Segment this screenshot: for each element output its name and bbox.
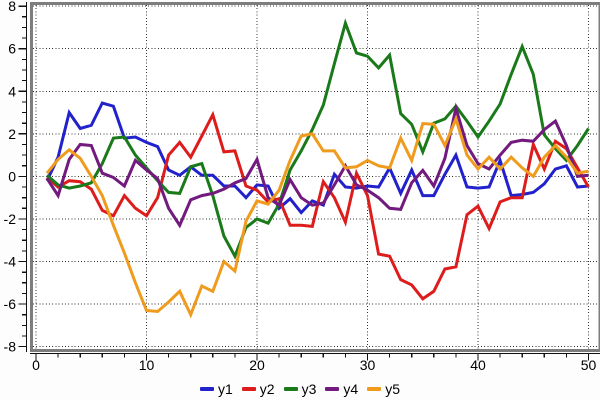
y-tick-label--4: -4 <box>4 254 17 270</box>
series-line-y3 <box>46 18 590 260</box>
y-tick-label-6: 6 <box>8 41 16 57</box>
y-tick-label-2: 2 <box>8 126 16 142</box>
x-tick-label-30: 30 <box>360 357 376 373</box>
y-tick-label-4: 4 <box>8 83 16 99</box>
legend-item-y4: y4 <box>325 381 358 397</box>
y-tick-label-0: 0 <box>8 168 16 184</box>
y-tick-label-8: 8 <box>8 0 16 14</box>
x-tick-label-20: 20 <box>249 357 265 373</box>
y-tick-label--2: -2 <box>4 211 17 227</box>
legend-swatch-y1 <box>200 387 215 391</box>
legend: y1 y2 y3 y4 y5 <box>200 381 400 397</box>
legend-swatch-y4 <box>325 387 340 391</box>
series-line-y5 <box>45 114 589 319</box>
legend-swatch-y2 <box>241 387 256 391</box>
legend-swatch-y3 <box>283 387 298 391</box>
legend-label-y1: y1 <box>218 381 233 397</box>
legend-item-y1: y1 <box>200 381 233 397</box>
x-tick-label-0: 0 <box>32 357 40 373</box>
y-tick-label--6: -6 <box>4 296 17 312</box>
legend-item-y2: y2 <box>241 381 275 397</box>
x-tick-label-10: 10 <box>139 357 155 373</box>
legend-label-y3: y3 <box>301 381 317 397</box>
x-tick-label-50: 50 <box>581 357 597 373</box>
legend-label-y2: y2 <box>259 381 275 397</box>
legend-item-y3: y3 <box>283 381 317 397</box>
plot-border <box>30 2 600 352</box>
y-tick-label--8: -8 <box>4 339 17 355</box>
series-line-y4 <box>45 102 589 229</box>
legend-item-y5: y5 <box>367 381 400 397</box>
legend-swatch-y5 <box>367 387 382 391</box>
legend-label-y5: y5 <box>385 381 400 397</box>
x-tick-label-40: 40 <box>470 357 486 373</box>
legend-label-y4: y4 <box>343 381 359 397</box>
